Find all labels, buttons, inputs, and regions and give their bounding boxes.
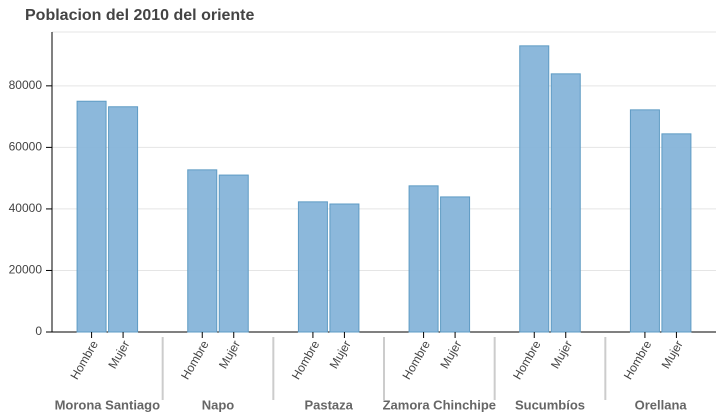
group-label: Napo xyxy=(202,397,235,412)
y-tick-label: 80000 xyxy=(9,78,43,92)
bar xyxy=(440,196,471,333)
x-tick-label: Hombre xyxy=(178,338,212,382)
bar xyxy=(629,109,660,333)
x-tick-label: Hombre xyxy=(621,338,655,382)
group-label: Pastaza xyxy=(304,397,353,412)
x-tick-label: Hombre xyxy=(67,338,101,382)
y-tick-label: 0 xyxy=(35,324,42,338)
y-tick-label: 60000 xyxy=(9,140,43,154)
y-tick-label: 20000 xyxy=(9,263,43,277)
bar xyxy=(519,45,550,333)
group-label: Zamora Chinchipe xyxy=(383,397,496,412)
bar xyxy=(661,133,692,333)
bar xyxy=(408,185,439,333)
bar xyxy=(297,201,328,333)
bar xyxy=(550,73,581,333)
x-tick-label: Hombre xyxy=(399,338,433,382)
x-tick-label: Hombre xyxy=(289,338,323,382)
bar xyxy=(187,169,218,333)
x-tick-label: Mujer xyxy=(105,338,132,371)
x-tick-label: Mujer xyxy=(548,338,575,371)
bar xyxy=(218,174,249,333)
group-label: Sucumbíos xyxy=(515,397,585,412)
group-label: Morona Santiago xyxy=(55,397,161,412)
x-tick-label: Mujer xyxy=(659,338,686,371)
group-label: Orellana xyxy=(635,397,688,412)
x-tick-label: Hombre xyxy=(510,338,544,382)
bar xyxy=(329,203,360,333)
chart-title: Poblacion del 2010 del oriente xyxy=(25,7,255,24)
x-tick-label: Mujer xyxy=(437,338,464,371)
y-tick-label: 40000 xyxy=(9,201,43,215)
x-tick-label: Mujer xyxy=(327,338,354,371)
bar xyxy=(108,106,139,333)
x-tick-label: Mujer xyxy=(216,338,243,371)
bar xyxy=(76,100,107,333)
